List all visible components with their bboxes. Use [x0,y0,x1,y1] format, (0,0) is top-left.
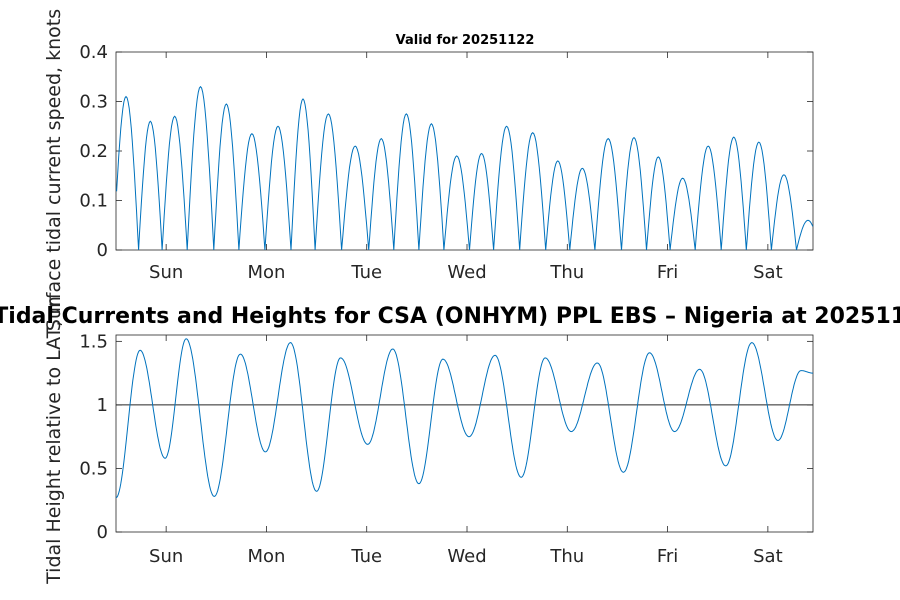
current-speed-ytick-label: 0.4 [79,42,108,63]
current-speed-xtick-label: Mon [247,262,285,283]
main-title: Tidal Currents and Heights for CSA (ONHY… [0,304,900,329]
current-speed-xtick-label: Wed [447,262,486,283]
current-speed-xtick-label: Tue [350,262,382,283]
tidal-height-xtick-label: Mon [247,546,285,567]
current-speed-ytick-label: 0.2 [79,141,108,162]
tidal-height-ylabel: Tidal Height relative to LAT, m [43,296,65,585]
tidal-height-ytick-label: 0 [97,522,108,543]
current-speed-axes-box [115,51,814,251]
current-speed-panel: 0 0.1 0.2 0.3 0.4 Sun Mon Tue Wed Thu Fri Sat Vali… [43,9,814,331]
tidal-height-x-ticks: Sun Mon Tue Wed Thu Fri Sat [149,335,783,567]
current-speed-ytick-label: 0.3 [79,92,108,113]
tidal-height-ytick-label: 0.5 [79,458,108,479]
tidal-height-line [115,338,813,499]
tidal-height-ytick-label: 1.5 [79,331,108,352]
current-speed-ylabel: Surface tidal current speed, knots [43,9,65,331]
current-speed-xtick-label: Fri [657,262,678,283]
tidal-height-xtick-label: Wed [447,546,486,567]
tidal-height-panel: 0 0.5 1 1.5 Sun Mon Tue Wed Thu Fri Sat Tidal Hei… [43,296,814,585]
current-speed-xtick-label: Thu [549,262,584,283]
tidal-height-xtick-label: Tue [350,546,382,567]
tidal-height-y-ticks: 0 0.5 1 1.5 [79,331,813,543]
tidal-height-xtick-label: Sun [149,546,183,567]
tidal-height-xtick-label: Fri [657,546,678,567]
current-speed-title: Valid for 20251122 [396,33,535,48]
current-speed-xtick-label: Sun [149,262,183,283]
current-speed-ytick-label: 0.1 [79,191,108,212]
current-speed-line [116,85,814,251]
tidal-height-ytick-label: 1 [97,395,108,416]
tidal-height-axes-box [115,334,814,533]
current-speed-ytick-label: 0 [97,240,108,261]
current-speed-xtick-label: Sat [753,262,783,283]
tidal-height-xtick-label: Thu [549,546,584,567]
current-speed-y-ticks: 0 0.1 0.2 0.3 0.4 [79,42,813,261]
current-speed-x-ticks: Sun Mon Tue Wed Thu Fri Sat [149,52,783,283]
tidal-height-xtick-label: Sat [753,546,783,567]
